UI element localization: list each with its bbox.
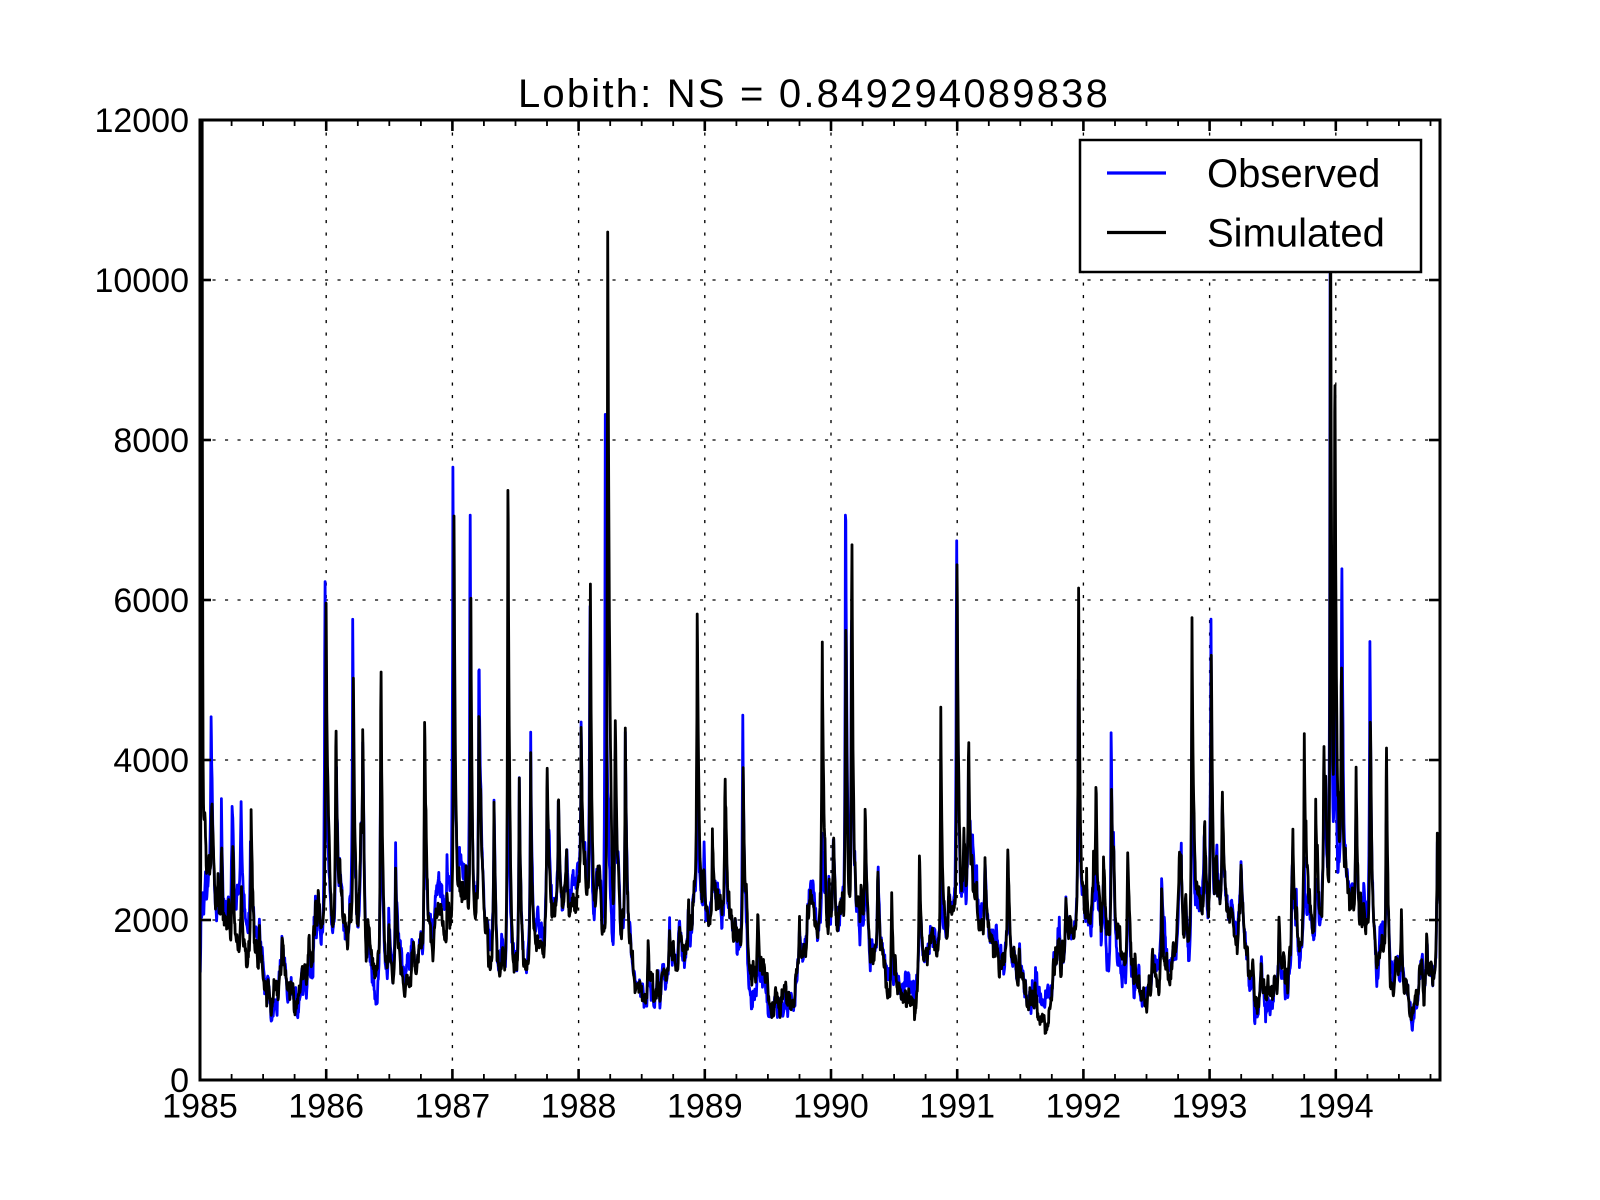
svg-text:1994: 1994	[1298, 1088, 1374, 1126]
svg-text:1991: 1991	[919, 1088, 995, 1126]
svg-text:1993: 1993	[1172, 1088, 1248, 1126]
svg-text:1989: 1989	[667, 1088, 743, 1126]
svg-text:1990: 1990	[793, 1088, 869, 1126]
svg-text:10000: 10000	[94, 262, 189, 300]
svg-text:Observed: Observed	[1207, 152, 1380, 196]
svg-text:6000: 6000	[113, 582, 189, 620]
svg-text:0: 0	[170, 1062, 189, 1100]
svg-text:1992: 1992	[1046, 1088, 1122, 1126]
svg-text:4000: 4000	[113, 742, 189, 780]
svg-text:1986: 1986	[288, 1088, 364, 1126]
svg-text:8000: 8000	[113, 422, 189, 460]
svg-text:Simulated: Simulated	[1207, 212, 1385, 256]
svg-text:Lobith: NS = 0.849294089838: Lobith: NS = 0.849294089838	[518, 72, 1110, 116]
svg-text:1988: 1988	[541, 1088, 617, 1126]
svg-text:12000: 12000	[94, 102, 189, 140]
svg-text:1985: 1985	[162, 1088, 238, 1126]
svg-text:2000: 2000	[113, 902, 189, 940]
svg-text:1987: 1987	[415, 1088, 491, 1126]
